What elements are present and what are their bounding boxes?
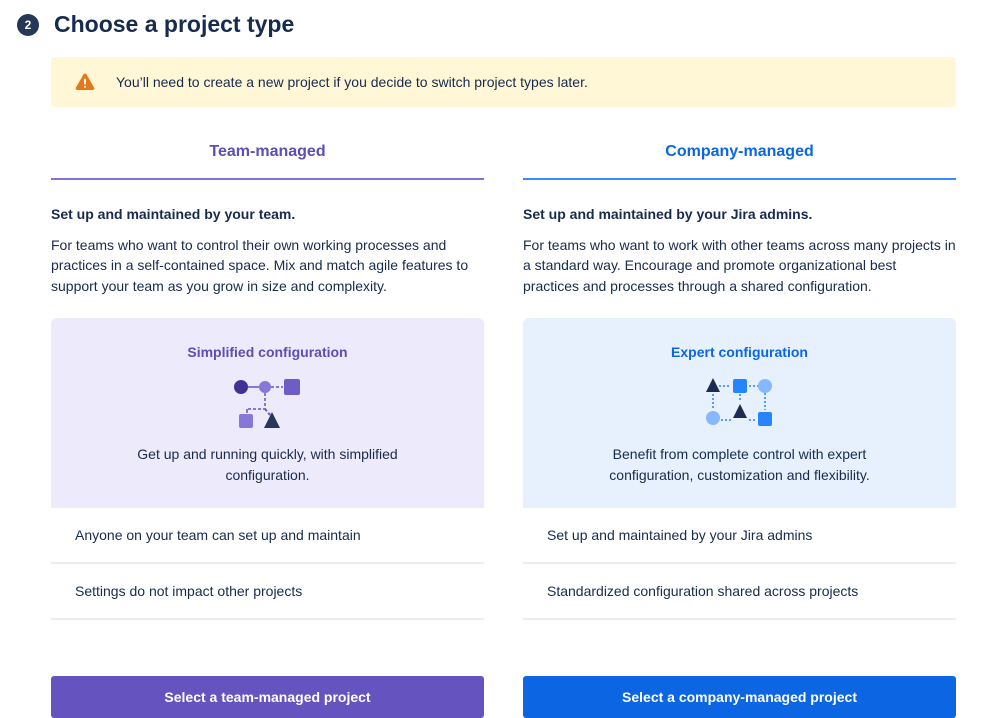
company-card: Expert configuration [523, 318, 956, 691]
step-indicator: 2 [17, 13, 39, 36]
company-feature-row: Standardized configuration shared across… [523, 562, 956, 619]
company-feature-row: Set up and maintained by your Jira admin… [523, 508, 956, 563]
team-card: Simplified configuration Get up and runn… [51, 318, 484, 691]
warning-text: You’ll need to create a new project if y… [116, 74, 588, 90]
company-subtitle: Set up and maintained by your Jira admin… [523, 206, 813, 222]
company-workflow-illustration [523, 372, 956, 436]
warning-triangle-icon [75, 73, 95, 91]
team-description: For teams who want to control their own … [51, 237, 469, 294]
team-workflow-illustration [51, 372, 484, 436]
company-card-title: Expert configuration [671, 344, 808, 361]
team-card-text: Get up and running quickly, with simplif… [137, 446, 398, 484]
page-title: Choose a project type [54, 11, 295, 37]
team-feature-list: Anyone on your team can set up and maint… [51, 508, 484, 691]
select-company-managed-button[interactable]: Select a company-managed project [523, 676, 956, 718]
warning-banner: You’ll need to create a new project if y… [51, 57, 956, 107]
company-description: For teams who want to work with other te… [523, 237, 956, 294]
team-feature-row: Anyone on your team can set up and maint… [51, 508, 484, 563]
tab-team-managed: Team-managed [51, 143, 484, 180]
select-team-managed-button[interactable]: Select a team-managed project [51, 676, 484, 718]
company-feature-list: Set up and maintained by your Jira admin… [523, 508, 956, 691]
team-card-title: Simplified configuration [187, 344, 348, 361]
team-feature-row: Settings do not impact other projects [51, 562, 484, 619]
tab-company-managed: Company-managed [523, 143, 956, 180]
main-content: You’ll need to create a new project if y… [51, 57, 956, 691]
project-type-columns: Team-managed Company-managed Set up and … [51, 143, 956, 691]
company-card-text: Benefit from complete control with exper… [609, 446, 870, 484]
team-subtitle: Set up and maintained by your team. [51, 206, 296, 222]
page-header: 2 Choose a project type [0, 0, 999, 38]
